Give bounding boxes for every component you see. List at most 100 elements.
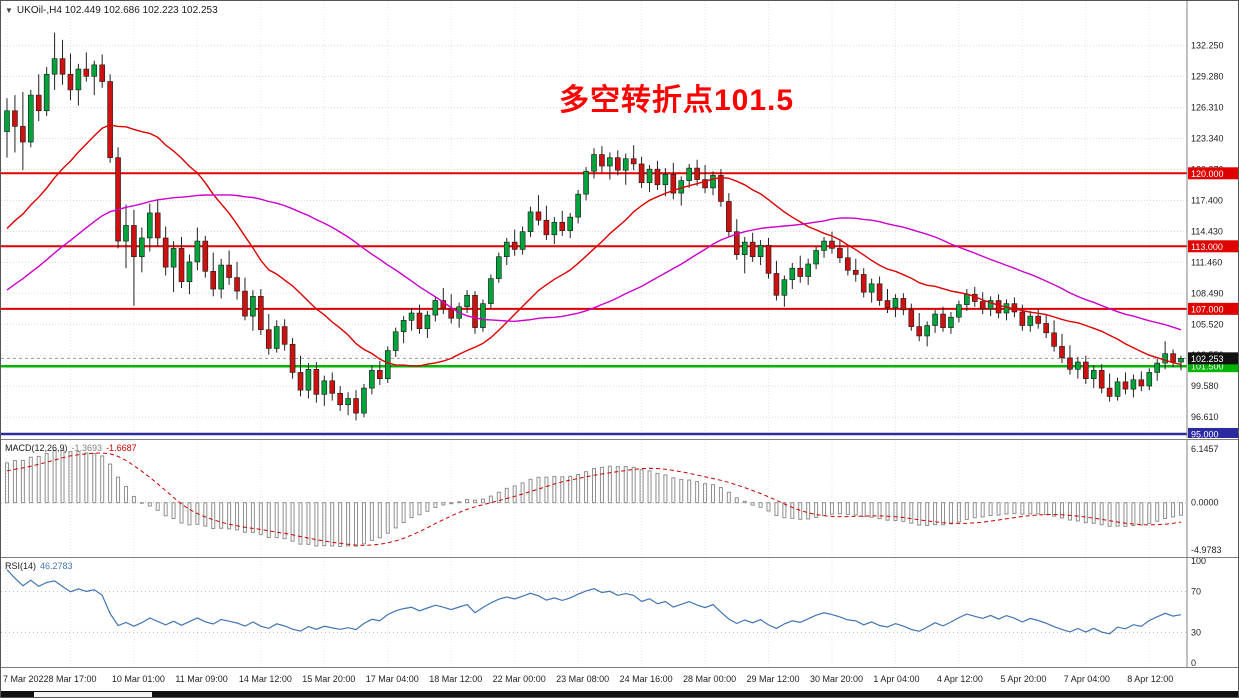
time-label: 17 Mar 04:00 <box>365 674 419 684</box>
candle-body <box>1154 362 1161 373</box>
candle-body <box>369 370 375 389</box>
candle-body <box>614 157 621 171</box>
time-label: 30 Mar 20:00 <box>809 674 864 684</box>
rsi-axis-label: 70 <box>1191 587 1201 597</box>
macd-axis-label: -4.9783 <box>1191 545 1222 555</box>
candle-body <box>337 392 343 406</box>
candle-body <box>638 163 645 183</box>
rsi-axis-label: 100 <box>1191 558 1206 566</box>
candle-body <box>353 398 359 414</box>
candle-body <box>979 301 986 310</box>
macd-surface[interactable]: 6.1457 0.0000 -4.9783 <box>1 440 1239 557</box>
candle-body <box>480 303 486 328</box>
candle-body <box>527 211 534 232</box>
candle-body <box>289 343 296 373</box>
time-label: 4 Apr 12:00 <box>936 674 983 684</box>
candle-body <box>956 304 962 318</box>
price-badge: 95.000 <box>1188 427 1238 438</box>
candle-body <box>59 58 66 75</box>
candle-body <box>170 248 177 268</box>
chart-collapse-arrow-icon[interactable]: ▼ <box>5 6 13 15</box>
vertical-gridlines <box>6 440 1150 557</box>
candle-body <box>123 225 129 242</box>
price-grid-label: 99.580 <box>1191 381 1219 391</box>
time-label: 23 Mar 08:00 <box>556 674 610 684</box>
candle-body <box>503 241 510 258</box>
price-badge: 107.000 <box>1188 302 1238 315</box>
macd-axis-label: 6.1457 <box>1191 444 1219 454</box>
taskbar-item[interactable] <box>34 692 152 697</box>
macd-value-main: -1.3693 <box>71 443 103 453</box>
time-label: 28 Mar 00:00 <box>683 674 737 684</box>
candle-body <box>305 369 312 391</box>
candle-body <box>432 300 439 316</box>
rsi-line <box>6 569 1182 635</box>
rsi-axis-label: 30 <box>1191 627 1201 637</box>
vertical-gridlines <box>6 1 1150 438</box>
candle-body <box>1114 381 1121 397</box>
candle-body <box>797 267 804 277</box>
macd-label: MACD(12,26,9) -1.3693 -1.6687 <box>5 443 137 453</box>
candle-body <box>1090 370 1097 379</box>
candle-body <box>392 331 399 351</box>
candle-body <box>845 257 851 271</box>
price-grid-label: 123.340 <box>1191 133 1224 143</box>
candle-body <box>837 248 843 259</box>
candle-body <box>242 290 248 317</box>
chart-title: ▼ UKOil-,H4 102.449 102.686 102.223 102.2… <box>5 5 218 16</box>
candle-body <box>1106 387 1113 397</box>
price-badge: 120.000 <box>1188 167 1238 180</box>
price-badge: 113.000 <box>1188 240 1238 253</box>
candle-body <box>964 293 970 305</box>
macd-panel[interactable]: 6.1457 0.0000 -4.9783 MACD(12,26,9) -1.3693… <box>1 440 1239 558</box>
candle-body <box>281 326 288 345</box>
candle-body <box>361 387 367 414</box>
rsi-label: RSI(14) 46.2783 <box>5 561 73 571</box>
price-chart-surface[interactable]: 132.250129.280126.310123.340120.370117.4… <box>1 1 1239 438</box>
candle-body <box>186 261 193 283</box>
candle-body <box>567 216 574 231</box>
rsi-axis-label: 0 <box>1191 658 1196 667</box>
candle-body <box>1083 361 1089 379</box>
candle-body <box>146 212 153 239</box>
candle-body <box>1075 361 1081 370</box>
candle-body <box>718 175 724 202</box>
candle-body <box>829 240 835 249</box>
candle-body <box>749 241 756 258</box>
candle-body <box>258 296 264 330</box>
price-grid-label: 117.400 <box>1191 195 1223 205</box>
candle-body <box>852 269 859 275</box>
price-chart-panel[interactable]: 132.250129.280126.310123.340120.370117.4… <box>1 1 1239 440</box>
rsi-panel[interactable]: 100 70 30 0 RSI(14) 46.2783 <box>1 558 1239 668</box>
candle-body <box>51 58 58 75</box>
candle-body <box>83 68 90 77</box>
candle-body <box>821 240 827 251</box>
candle-body <box>67 73 74 91</box>
candle-body <box>12 110 18 127</box>
price-grid-label: 96.610 <box>1191 412 1219 422</box>
rsi-surface[interactable]: 100 70 30 0 <box>1 558 1239 667</box>
candle-body <box>1059 346 1065 359</box>
price-grid-label: 105.520 <box>1191 319 1224 329</box>
candle-body <box>265 329 272 349</box>
price-badge-label: 113.000 <box>1191 242 1223 252</box>
candle-body <box>234 277 240 292</box>
candle-body <box>472 294 478 328</box>
candle-body <box>424 314 431 329</box>
candle-body <box>694 167 700 180</box>
candle-body <box>551 222 558 236</box>
candle-body <box>313 369 320 395</box>
candle-body <box>860 274 867 293</box>
candle-body <box>924 325 930 337</box>
candle-body <box>733 231 740 255</box>
price-badge: 102.253 <box>1188 352 1238 365</box>
candle-body <box>154 212 161 239</box>
candle-body <box>1146 372 1153 387</box>
candle-body <box>107 81 113 158</box>
candle-body <box>654 168 661 186</box>
candle-body <box>1138 379 1145 387</box>
price-grid-label: 132.250 <box>1191 41 1224 51</box>
candle-body <box>1027 315 1034 326</box>
price-grid-label: 126.310 <box>1191 103 1224 113</box>
candle-body <box>400 320 407 333</box>
